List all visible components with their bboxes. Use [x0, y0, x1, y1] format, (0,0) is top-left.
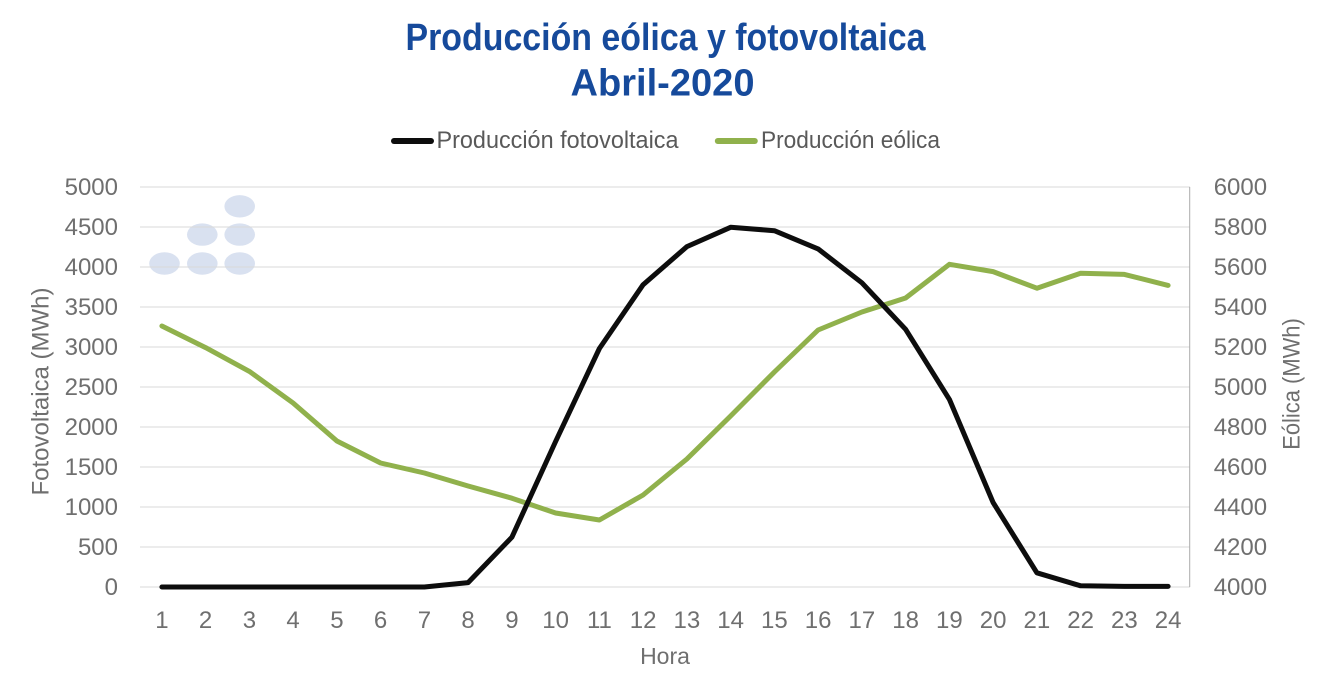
svg-text:6000: 6000 [1214, 174, 1267, 201]
svg-text:7: 7 [418, 607, 431, 634]
svg-text:4000: 4000 [1214, 574, 1267, 601]
svg-text:4800: 4800 [1214, 414, 1267, 441]
svg-text:15: 15 [761, 607, 788, 634]
svg-text:Eólica (MWh): Eólica (MWh) [1279, 318, 1306, 450]
svg-text:9: 9 [505, 607, 518, 634]
svg-text:22: 22 [1067, 607, 1094, 634]
svg-text:3500: 3500 [65, 294, 118, 321]
svg-text:2500: 2500 [65, 374, 118, 401]
svg-text:4000: 4000 [65, 254, 118, 281]
svg-text:21: 21 [1024, 607, 1051, 634]
svg-text:13: 13 [674, 607, 701, 634]
svg-text:5000: 5000 [65, 174, 118, 201]
svg-text:5600: 5600 [1214, 254, 1267, 281]
svg-text:5800: 5800 [1214, 214, 1267, 241]
svg-text:6: 6 [374, 607, 387, 634]
svg-text:10: 10 [542, 607, 569, 634]
svg-text:1000: 1000 [65, 494, 118, 521]
svg-text:8: 8 [461, 607, 474, 634]
svg-text:Producción eólica: Producción eólica [761, 127, 941, 154]
svg-text:23: 23 [1111, 607, 1138, 634]
svg-text:17: 17 [849, 607, 876, 634]
svg-text:5000: 5000 [1214, 374, 1267, 401]
svg-text:11: 11 [587, 607, 612, 634]
svg-text:16: 16 [805, 607, 832, 634]
svg-text:5: 5 [330, 607, 343, 634]
svg-text:Hora: Hora [640, 643, 690, 669]
svg-text:500: 500 [78, 534, 118, 561]
svg-text:1500: 1500 [65, 454, 118, 481]
svg-text:14: 14 [717, 607, 744, 634]
svg-text:2000: 2000 [65, 414, 118, 441]
svg-text:Fotovoltaica (MWh): Fotovoltaica (MWh) [28, 287, 55, 495]
svg-text:3: 3 [243, 607, 256, 634]
svg-text:20: 20 [980, 607, 1007, 634]
svg-text:0: 0 [105, 574, 118, 601]
svg-text:4200: 4200 [1214, 534, 1267, 561]
svg-text:4600: 4600 [1214, 454, 1267, 481]
svg-text:2: 2 [199, 607, 212, 634]
svg-text:4: 4 [286, 607, 299, 634]
svg-text:24: 24 [1155, 607, 1182, 634]
svg-text:5200: 5200 [1214, 334, 1267, 361]
svg-text:4500: 4500 [65, 214, 118, 241]
svg-text:Abril-2020: Abril-2020 [571, 63, 755, 105]
svg-text:19: 19 [936, 607, 963, 634]
svg-text:4400: 4400 [1214, 494, 1267, 521]
svg-text:Producción eólica y fotovoltai: Producción eólica y fotovoltaica [406, 17, 927, 59]
svg-text:18: 18 [892, 607, 919, 634]
svg-text:Producción fotovoltaica: Producción fotovoltaica [437, 127, 680, 154]
svg-text:1: 1 [155, 607, 168, 634]
svg-text:5400: 5400 [1214, 294, 1267, 321]
svg-text:12: 12 [630, 607, 657, 634]
svg-text:3000: 3000 [65, 334, 118, 361]
